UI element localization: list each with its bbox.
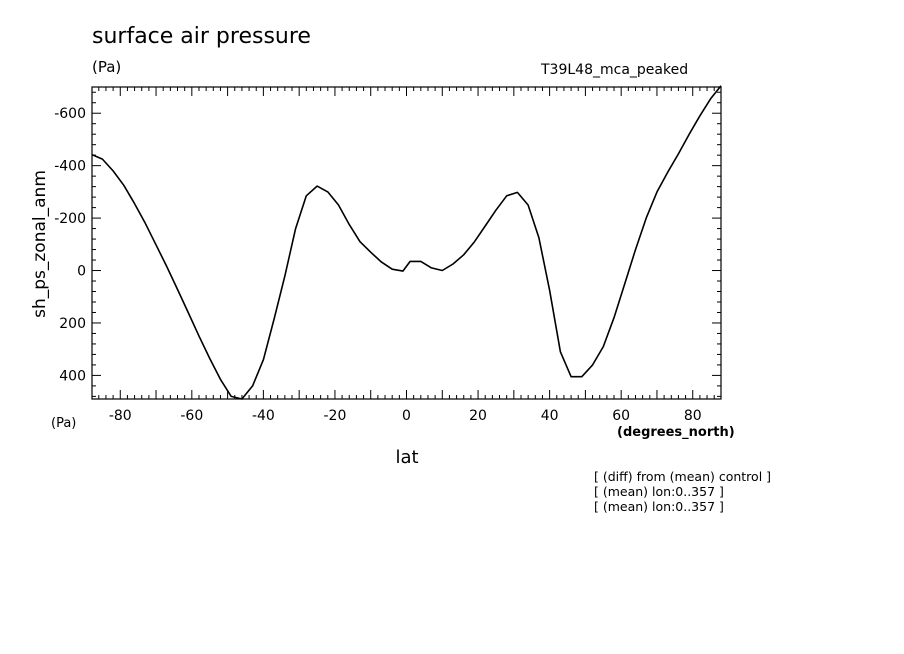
- x-tick-label: 40: [541, 408, 559, 424]
- chart-units: (Pa): [92, 58, 122, 76]
- x-tick-label: 0: [402, 408, 411, 424]
- y-tick-labels: -600 -400 -200 0 200 400: [54, 106, 86, 384]
- y-tick-label: 200: [59, 316, 86, 332]
- y-tick-label: -400: [54, 159, 86, 175]
- x-tick-label: -40: [252, 408, 275, 424]
- x-axis-units: (degrees_north): [617, 425, 735, 440]
- annotation-mean-lon-2: [ (mean) lon:0..357 ]: [594, 499, 724, 514]
- x-tick-label: -80: [109, 408, 132, 424]
- x-axis-label: lat: [395, 447, 419, 468]
- annotations: [ (diff) from (mean) control ] [ (mean) …: [594, 469, 771, 514]
- y-tick-label: -200: [54, 211, 86, 227]
- y-axis-label: sh_ps_zonal_anm: [30, 170, 50, 318]
- x-tick-label: 80: [684, 408, 702, 424]
- annotation-diff: [ (diff) from (mean) control ]: [594, 469, 772, 484]
- y-axis-units: (Pa): [51, 416, 77, 431]
- y-tick-label: -600: [54, 106, 86, 122]
- series-lines: [91, 85, 722, 400]
- chart-title: surface air pressure: [92, 24, 311, 49]
- x-tick-label: 60: [612, 408, 630, 424]
- axis-ticks: [92, 87, 721, 399]
- x-tick-label: 20: [469, 408, 487, 424]
- plot-frame: [91, 86, 722, 400]
- series-line: [91, 85, 722, 400]
- x-tick-label: -60: [180, 408, 203, 424]
- y-tick-label: 0: [77, 264, 86, 280]
- x-tick-labels: -80 -60 -40 -20 0 20 40 60 80: [109, 408, 702, 424]
- y-tick-label: 400: [59, 368, 86, 384]
- x-tick-label: -20: [324, 408, 347, 424]
- annotation-mean-lon-1: [ (mean) lon:0..357 ]: [594, 484, 724, 499]
- run-name: T39L48_mca_peaked: [541, 62, 689, 78]
